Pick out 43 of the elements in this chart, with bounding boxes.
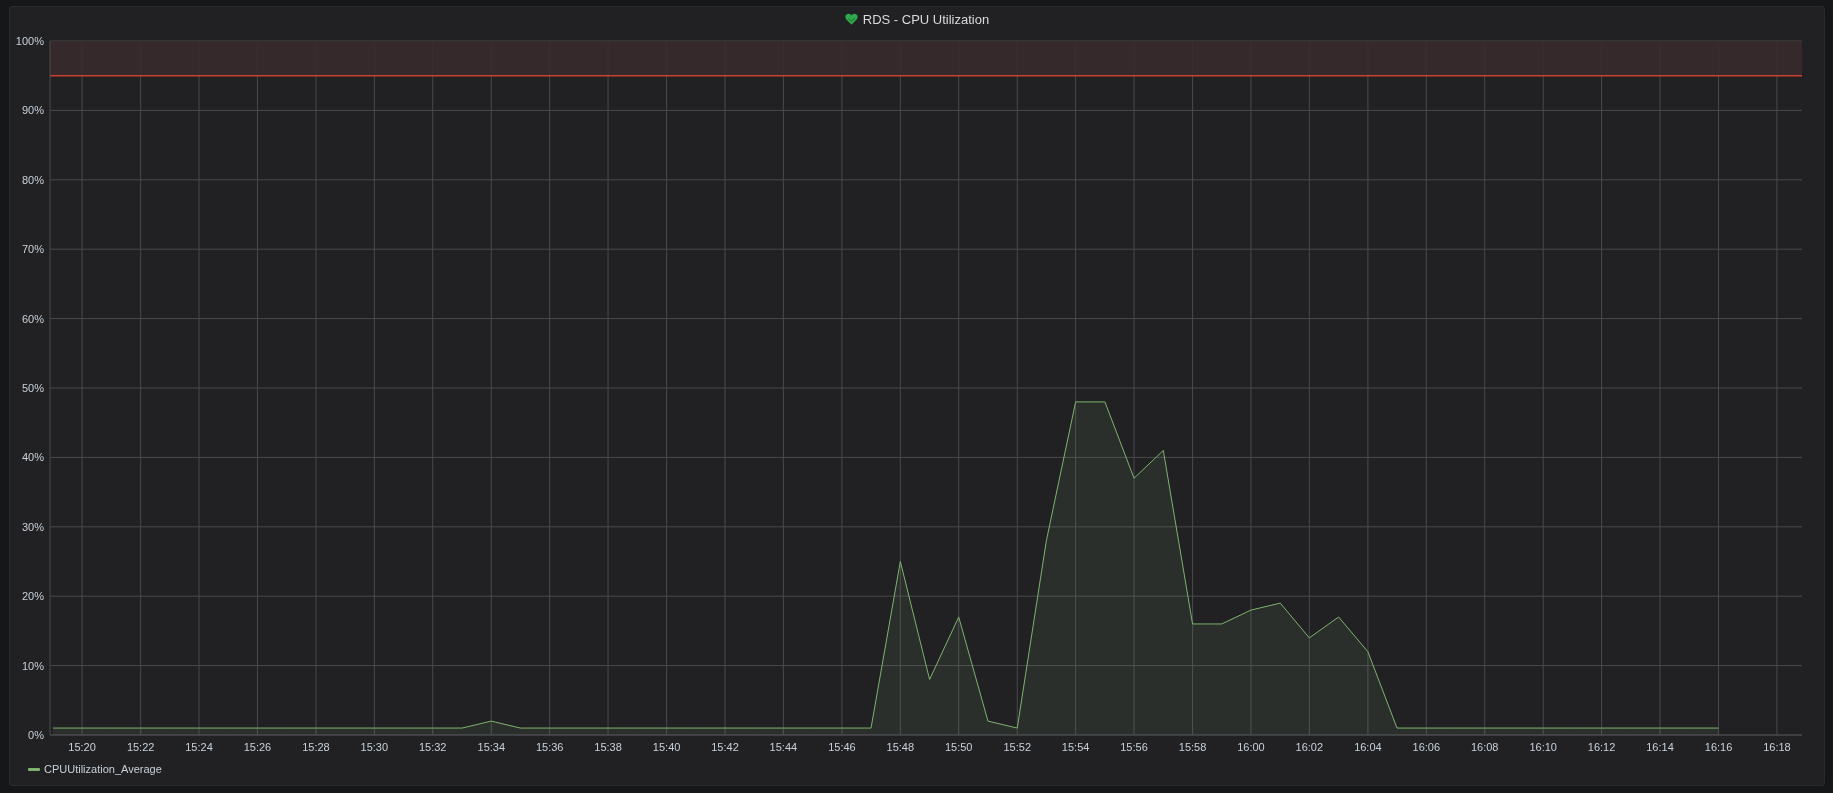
x-tick-label: 16:14	[1646, 740, 1674, 753]
chart-title: RDS - CPU Utilization	[862, 12, 990, 27]
x-tick-label: 15:26	[243, 740, 272, 753]
x-tick-label: 16:18	[1763, 740, 1791, 753]
y-tick-label: 80%	[21, 173, 45, 186]
y-tick-label: 70%	[21, 243, 45, 256]
x-tick-label: 16:12	[1587, 740, 1616, 753]
x-tick-label: 15:48	[886, 740, 915, 753]
x-tick-label: 15:32	[418, 740, 447, 753]
x-tick-label: 16:00	[1237, 740, 1265, 753]
x-tick-label: 15:42	[711, 740, 739, 753]
x-tick-label: 15:56	[1120, 740, 1148, 753]
x-tick-label: 15:34	[477, 740, 506, 753]
x-tick-label: 15:58	[1178, 740, 1207, 753]
y-tick-label: 60%	[21, 312, 45, 325]
x-tick-label: 16:02	[1295, 740, 1324, 753]
y-tick-label: 10%	[21, 659, 45, 672]
y-tick-label: 0%	[28, 728, 45, 741]
x-tick-label: 15:38	[594, 740, 622, 753]
y-tick-label: 40%	[21, 451, 45, 464]
x-tick-label: 15:40	[652, 740, 681, 753]
x-tick-label: 16:04	[1354, 740, 1382, 753]
x-tick-label: 16:16	[1704, 740, 1733, 753]
x-tick-label: 15:28	[302, 740, 330, 753]
x-tick-label: 16:06	[1412, 740, 1441, 753]
y-tick-label: 90%	[21, 104, 45, 117]
y-tick-label: 100%	[15, 34, 45, 47]
x-tick-label: 15:20	[68, 740, 96, 753]
x-tick-label: 15:50	[944, 740, 973, 753]
x-tick-label: 15:44	[769, 740, 798, 753]
y-tick-label: 30%	[21, 520, 45, 533]
y-tick-label: 20%	[21, 590, 45, 603]
x-tick-label: 15:52	[1003, 740, 1032, 753]
x-tick-label: 15:30	[360, 740, 389, 753]
x-tick-label: 16:10	[1529, 740, 1557, 753]
x-tick-label: 15:54	[1061, 740, 1090, 753]
x-tick-label: 15:36	[535, 740, 564, 753]
x-tick-label: 16:08	[1470, 740, 1499, 753]
y-tick-label: 50%	[21, 381, 45, 394]
x-tick-label: 15:24	[185, 740, 213, 753]
x-tick-label: 15:46	[828, 740, 856, 753]
legend-label: CPUUtilization_Average	[44, 762, 162, 777]
x-tick-label: 15:22	[126, 740, 155, 753]
